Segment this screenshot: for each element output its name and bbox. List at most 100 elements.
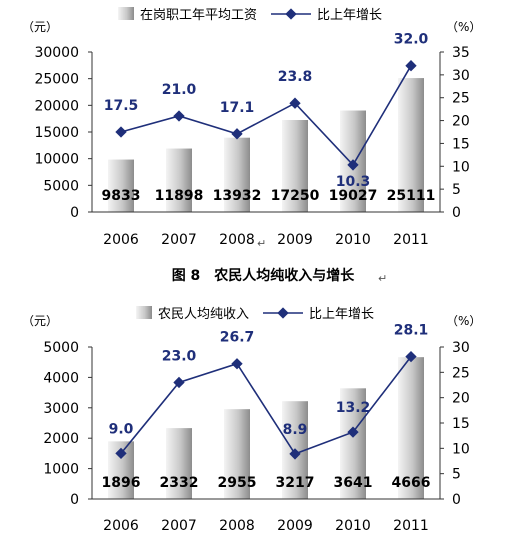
bar-data-label: 25111 [387,188,436,204]
y-left-tick-label: 10000 [34,152,79,168]
legend-line-label: 比上年增长 [317,8,382,23]
growth-marker-2010 [347,426,359,438]
y-left-tick-label: 4000 [43,370,79,386]
x-tick-label-2010: 2010 [335,232,371,248]
legend-bar-label: 农民人均纯收入 [158,307,249,322]
x-tick-label-2011: 2011 [393,518,429,534]
bar-2008 [224,137,250,212]
y-right-tick-label: 15 [452,136,470,152]
y-left-tick-label: 1000 [43,462,79,478]
x-tick-return-mark: ↵ [257,237,266,250]
growth-data-label: 21.0 [162,82,197,98]
growth-line [120,65,412,167]
legend-bar-swatch [136,306,152,319]
y-right-tick-label: 5 [452,467,461,483]
figure-caption-group: 图 8 农民人均纯收入与增长 ↵ [172,267,388,285]
bar-data-label: 11898 [155,188,204,204]
y-right-tick-label: 0 [452,205,461,221]
bar-2008 [224,409,250,499]
x-tick-label-2011: 2011 [393,232,429,248]
growth-data-label: 26.7 [220,330,255,346]
x-tick-label-2008: 2008 [219,232,255,248]
y-left-tick-label: 5000 [43,340,79,356]
y-left-tick-label: 15000 [34,125,79,141]
legend-bar-label: 在岗职工年平均工资 [140,8,257,23]
bar-data-label: 9833 [102,188,141,204]
y-right-tick-label: 30 [452,340,470,356]
x-tick-label-2007: 2007 [161,518,197,534]
y-left-unit: （元） [22,20,58,34]
y-left-unit: （元） [22,314,58,328]
growth-marker-2009 [289,448,301,460]
bar-2011 [398,357,424,499]
y-right-tick-label: 5 [452,182,461,198]
growth-data-label: 32.0 [394,32,429,48]
bar-data-label: 3641 [334,475,373,491]
y-left-tick-label: 2000 [43,431,79,447]
x-tick-label-2006: 2006 [103,518,139,534]
bar-2006 [108,159,134,212]
y-right-tick-label: 25 [452,91,470,107]
growth-marker-2008 [231,358,243,370]
legend-line-marker [285,8,297,20]
y-right-unit: （%） [446,20,481,34]
y-right-tick-label: 20 [452,391,470,407]
growth-data-label: 23.0 [162,348,197,364]
x-tick-label-2010: 2010 [335,518,371,534]
bar-data-label: 2332 [160,475,199,491]
growth-data-label: 17.1 [220,100,255,116]
growth-marker-2008 [231,128,243,140]
y-right-tick-label: 15 [452,416,470,432]
growth-line [120,356,412,455]
bar-data-label: 3217 [276,475,315,491]
bar-data-label: 1896 [102,475,141,491]
x-tick-label-2009: 2009 [277,232,313,248]
bar-data-label: 2955 [218,475,257,491]
legend-line-marker [277,307,289,319]
growth-marker-2010 [347,159,359,171]
growth-data-label: 10.3 [336,174,371,190]
growth-marker-2011 [405,60,417,72]
y-left-tick-label: 5000 [43,178,79,194]
bar-2011 [398,78,424,212]
return-mark: ↵ [378,272,387,285]
figure-caption: 图 8 农民人均纯收入与增长 [172,267,356,284]
growth-data-label: 8.9 [283,422,308,438]
chart-wage-growth: 在岗职工年平均工资 比上年增长 （元） （%） 0 5000 10000 15000 20000… [22,7,481,250]
growth-data-label: 9.0 [109,421,134,437]
y-right-tick-label: 10 [452,441,470,457]
chart-farmer-income-growth: 农民人均纯收入 比上年增长 （元） （%） 0 1000 2000 3000 4000 5000 0… [22,306,481,534]
x-tick-label-2009: 2009 [277,518,313,534]
x-tick-label-2008: 2008 [219,518,255,534]
bar-2009 [282,120,308,212]
growth-data-label: 23.8 [278,69,313,85]
y-right-tick-label: 10 [452,159,470,175]
growth-marker-2006 [115,126,127,138]
y-right-tick-label: 25 [452,365,470,381]
x-tick-label-2006: 2006 [103,232,139,248]
y-right-tick-label: 35 [452,45,470,61]
y-right-tick-label: 30 [452,68,470,84]
y-left-tick-label: 3000 [43,401,79,417]
y-left-tick-label: 30000 [34,45,79,61]
growth-data-label: 13.2 [336,400,371,416]
y-left-tick-label: 0 [70,492,79,508]
bar-2007 [166,428,192,499]
growth-marker-2011 [405,350,417,363]
bar-2010 [340,388,366,499]
growth-data-label: 28.1 [394,323,429,339]
growth-marker-2007 [173,376,185,389]
y-left-tick-label: 20000 [34,98,79,114]
growth-data-label: 17.5 [104,98,139,114]
x-tick-label-2007: 2007 [161,232,197,248]
y-right-unit: （%） [446,314,481,328]
growth-marker-2007 [173,110,185,122]
bar-data-label: 13932 [213,188,262,204]
bar-data-label: 19027 [329,188,378,204]
legend-bar-swatch [118,7,134,20]
y-left-tick-label: 0 [70,205,79,221]
y-right-tick-label: 0 [452,492,461,508]
y-left-tick-label: 25000 [34,72,79,88]
bar-data-label: 17250 [271,188,320,204]
